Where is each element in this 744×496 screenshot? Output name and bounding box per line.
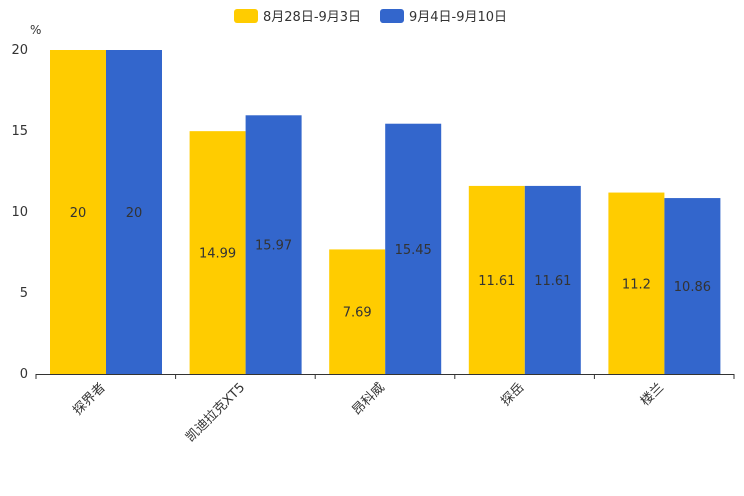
data-label-凯迪拉克XT5-series-2: 15.97 [255,239,292,254]
y-axis-unit-label: % [30,23,41,37]
bar-探岳-series-1 [468,185,525,374]
bar-探界者-series-2 [106,50,162,374]
data-label-探岳-series-2: 11.61 [534,274,571,289]
data-label-探岳-series-1: 11.61 [478,274,515,289]
bar-凯迪拉克XT5-series-2 [245,115,302,374]
y-tick-label-0: 0 [20,367,28,382]
legend-label-series-1: 8月28日-9月3日 [263,10,361,25]
data-label-昂科威-series-2: 15.45 [395,243,432,258]
bar-凯迪拉克XT5-series-1 [189,131,246,374]
data-label-楼兰-series-1: 11.2 [622,277,651,292]
bar-楼兰-series-2 [664,198,721,374]
x-category-label-1: 探界者 [70,380,108,418]
bar-楼兰-series-1 [608,192,665,374]
legend-label-series-2: 9月4日-9月10日 [409,10,507,25]
data-label-楼兰-series-2: 10.86 [674,280,711,295]
y-tick-label-10: 10 [11,205,28,220]
bar-昂科威-series-2 [385,123,442,375]
y-axis: 0 5 10 15 20 [11,43,28,382]
bar-探岳-series-2 [524,185,581,374]
x-category-label-5: 楼兰 [638,380,667,409]
legend: 8月28日-9月3日 9月4日-9月10日 [234,9,507,25]
x-category-label-2: 凯迪拉克XT5 [183,380,248,445]
x-category-label-4: 探岳 [498,380,527,409]
bars-group [50,50,721,375]
data-label-探界者-series-2: 20 [126,206,143,221]
data-labels-group: 20 20 14.99 15.97 7.69 15.45 11.61 11.61 11.2 10.… [70,206,711,321]
bar-探界者-series-1 [50,50,106,374]
y-tick-label-15: 15 [11,124,28,139]
legend-swatch-series-1 [234,9,258,23]
bar-昂科威-series-1 [329,249,386,374]
legend-swatch-series-2 [380,9,404,23]
data-label-探界者-series-1: 20 [70,206,87,221]
y-tick-label-20: 20 [11,43,28,58]
data-label-昂科威-series-1: 7.69 [343,306,372,321]
x-category-label-3: 昂科威 [350,380,388,418]
x-axis: 探界者 凯迪拉克XT5 昂科威 探岳 楼兰 [35,374,735,445]
data-label-凯迪拉克XT5-series-1: 14.99 [199,247,236,262]
y-tick-label-5: 5 [20,286,28,301]
